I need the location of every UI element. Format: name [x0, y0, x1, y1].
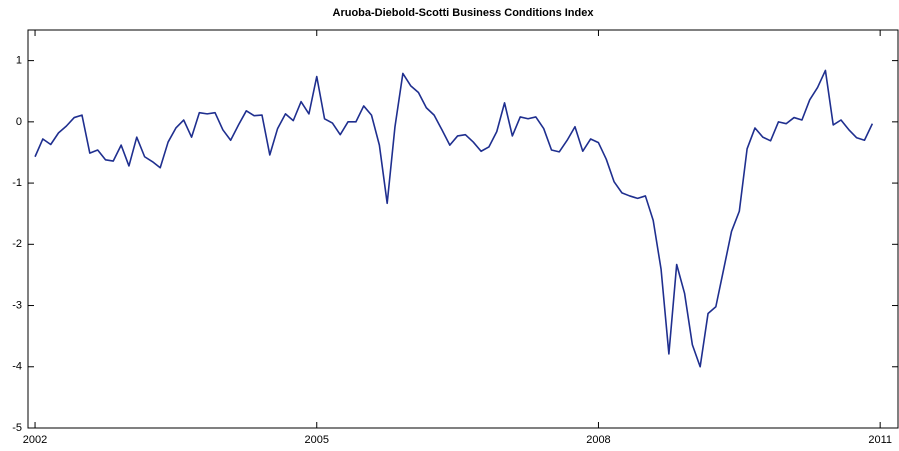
y-tick-label: -4 — [12, 361, 22, 373]
y-tick-label: -5 — [12, 422, 22, 434]
y-tick-label: -2 — [12, 238, 22, 250]
y-tick-label: -1 — [12, 177, 22, 189]
y-tick-label: 1 — [16, 55, 22, 67]
x-tick-label: 2008 — [586, 434, 610, 446]
y-tick-label: 0 — [16, 116, 22, 128]
plot-frame — [27, 29, 899, 429]
x-tick-label: 2005 — [305, 434, 329, 446]
data-line — [34, 69, 874, 368]
x-tick-label: 2002 — [23, 434, 47, 446]
x-tick-label: 2011 — [868, 434, 892, 446]
chart-title: Aruoba-Diebold-Scotti Business Condition… — [333, 7, 595, 19]
y-tick-label: -3 — [12, 299, 22, 311]
